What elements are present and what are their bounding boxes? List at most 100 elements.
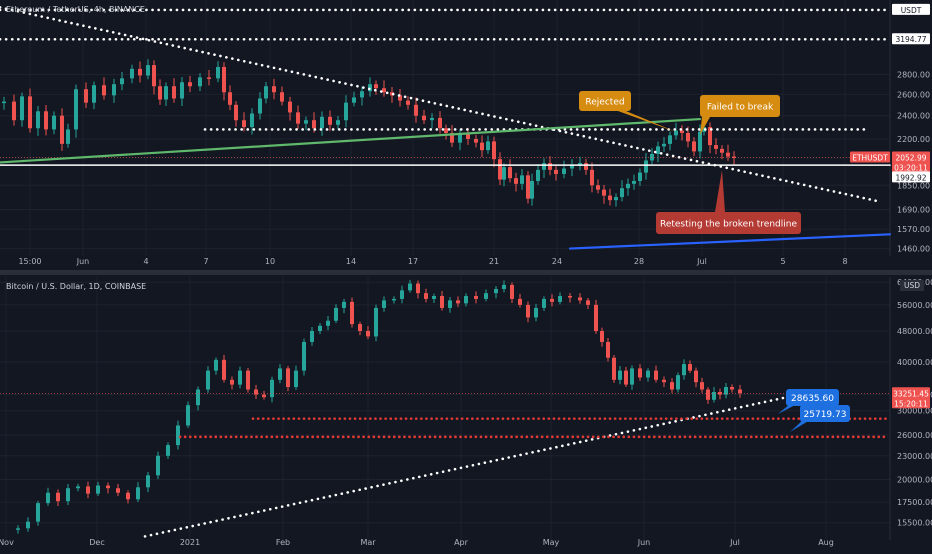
candle-body xyxy=(222,359,226,380)
candle-body xyxy=(382,88,386,93)
candle-body xyxy=(102,85,106,96)
annotation-rejected-pointer xyxy=(618,111,676,132)
candle-body xyxy=(662,379,666,383)
candle-body xyxy=(358,324,362,332)
candle-body xyxy=(464,296,468,304)
candle-body xyxy=(554,169,558,174)
candle-body xyxy=(422,115,426,121)
candle-body xyxy=(406,100,410,105)
candle-body xyxy=(398,95,402,101)
candle-body xyxy=(548,163,552,170)
annotation-25719-text: 25719.73 xyxy=(804,410,847,420)
candle-body xyxy=(480,142,484,151)
candle-body xyxy=(186,405,190,426)
candle-body xyxy=(458,134,462,143)
price-mark xyxy=(892,3,930,15)
candle-body xyxy=(624,370,628,385)
price-mark-label: 03:20:11 xyxy=(894,163,928,172)
x-tick-label: 2021 xyxy=(180,538,200,547)
candle-body xyxy=(214,359,218,371)
candle-body xyxy=(432,296,436,299)
annotation-failed-to-break xyxy=(700,95,780,117)
candle-body xyxy=(600,331,604,342)
candle-body xyxy=(638,368,642,378)
y-tick-label: 30000.00 xyxy=(897,407,932,416)
chart-title: Bitcoin / U.S. Dollar, 1D, COINBASE xyxy=(6,282,146,291)
candle-body xyxy=(612,357,616,380)
symbol-tag xyxy=(850,151,890,163)
candle-body xyxy=(310,331,314,342)
candle-body xyxy=(536,169,540,181)
y-tick-label: 1690.00 xyxy=(897,205,930,214)
y-tick-label: 2400.00 xyxy=(897,112,930,121)
candle-body xyxy=(207,77,211,79)
candle-body xyxy=(514,178,518,184)
candle-body xyxy=(392,298,396,301)
candle-body xyxy=(654,370,658,380)
candle-body xyxy=(492,141,496,160)
symbol-tag-label: ETHUSDT xyxy=(852,153,888,162)
price-mark xyxy=(892,151,930,163)
candle-body xyxy=(730,387,734,390)
candle-body xyxy=(586,300,590,305)
candle-body xyxy=(630,368,634,385)
candle-body xyxy=(66,488,70,502)
candle-body xyxy=(366,331,370,337)
y-tick-label: 56000.00 xyxy=(897,301,932,310)
candle-body xyxy=(550,298,554,302)
candle-body xyxy=(662,143,666,147)
annotation-retesting-pointer xyxy=(715,170,725,212)
y-tick-label: 48000.00 xyxy=(897,327,932,336)
candle-body xyxy=(584,163,588,170)
candle-body xyxy=(294,370,298,388)
candle-body xyxy=(320,116,324,129)
candle-body xyxy=(76,486,80,489)
candle-body xyxy=(502,167,506,180)
candle-body xyxy=(608,195,612,201)
candle-body xyxy=(694,370,698,383)
candle-body xyxy=(188,82,192,87)
candle-body xyxy=(518,298,522,305)
candle-body xyxy=(254,389,258,395)
x-tick-label: 4 xyxy=(143,257,148,266)
candle-body xyxy=(414,104,418,116)
candle-body xyxy=(172,86,176,99)
price-mark xyxy=(892,161,930,173)
candle-body xyxy=(280,92,284,102)
price-mark-label: 2052.99 xyxy=(895,153,926,162)
candle-body xyxy=(36,503,40,522)
x-tick-label: Apr xyxy=(454,538,469,547)
candle-body xyxy=(510,284,514,299)
candle-body xyxy=(570,164,574,169)
candle-body xyxy=(166,445,170,456)
y-tick-label: 1570.00 xyxy=(897,225,930,234)
candle-body xyxy=(60,115,64,144)
annotation-failed-to-break-pointer xyxy=(700,117,710,135)
candle-body xyxy=(374,307,378,337)
candle-body xyxy=(626,183,630,189)
candle-body xyxy=(656,146,660,154)
candle-body xyxy=(562,168,566,174)
candle-body xyxy=(602,189,606,196)
candle-body xyxy=(692,141,696,152)
trendline xyxy=(0,6,882,203)
x-tick-label: 8 xyxy=(842,257,847,266)
candle-body xyxy=(474,138,478,143)
candle-body xyxy=(614,197,618,201)
candle-body xyxy=(74,89,78,130)
annotation-28635-text: 28635.60 xyxy=(791,394,834,404)
x-tick-label: May xyxy=(543,538,560,547)
y-tick-label: 17500.00 xyxy=(897,498,932,507)
x-tick-label: 10 xyxy=(265,257,275,266)
x-tick-label: Mar xyxy=(360,538,376,547)
y-tick-label: 26000.00 xyxy=(897,431,932,440)
candle-body xyxy=(360,91,364,98)
x-tick-label: 17 xyxy=(408,257,418,266)
candle-body xyxy=(12,101,16,121)
price-mark-label: 33251.45 xyxy=(893,389,929,398)
x-tick-label: 24 xyxy=(552,257,562,266)
candle-body xyxy=(334,307,338,321)
price-mark xyxy=(892,171,930,183)
